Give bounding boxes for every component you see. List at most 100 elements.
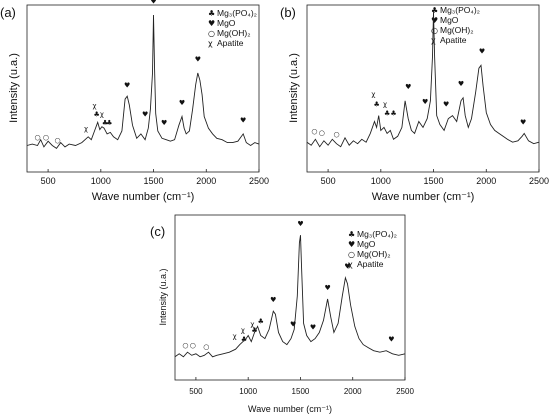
legend-entry-label: MgO bbox=[357, 239, 376, 249]
panel-a: (a) Wave number (cm⁻¹) Intensity (u.a.) … bbox=[0, 0, 269, 203]
x-tick-label: 2500 bbox=[396, 387, 414, 396]
panel-a-peak-markers: ○ ○ ○χχ♣ χ♣♣♥♥♥♥♥♥♥ bbox=[34, 0, 246, 145]
peak-marker: ♥ bbox=[344, 263, 350, 271]
peak-marker: ♣ bbox=[373, 101, 379, 109]
peak-marker: χ bbox=[371, 90, 375, 98]
panel-c-x-axis-title: Wave number (cm⁻¹) bbox=[248, 404, 332, 414]
panel-b: (b) Wave number (cm⁻¹) Intensity (u.a.) … bbox=[280, 0, 549, 203]
peak-marker: χ bbox=[92, 102, 96, 110]
peak-marker: ♥ bbox=[150, 0, 156, 5]
peak-marker: ♣ bbox=[102, 119, 108, 127]
peak-marker: ♥ bbox=[405, 83, 411, 91]
panel-b-frame bbox=[306, 4, 540, 173]
panel-c-y-axis-title: Intensity (u.a.) bbox=[158, 268, 168, 325]
peak-marker: ○ bbox=[203, 343, 209, 351]
panel-c-frame bbox=[174, 214, 406, 381]
peak-marker: ♣ bbox=[390, 110, 396, 118]
legend-symbol: ♥ bbox=[431, 16, 438, 25]
peak-marker: ♥ bbox=[388, 336, 394, 344]
legend-symbol: ○ bbox=[348, 250, 355, 259]
panel-a-x-axis-title: Wave number (cm⁻¹) bbox=[92, 191, 195, 203]
legend-symbol: ♣ bbox=[208, 9, 215, 18]
panel-b-spectrum-line bbox=[306, 11, 540, 148]
peak-marker: ○ bbox=[55, 137, 61, 145]
peak-marker: χ bbox=[233, 333, 237, 341]
peak-marker: ○ bbox=[333, 130, 339, 138]
peak-marker: ♥ bbox=[422, 98, 428, 106]
peak-marker: ♣ bbox=[258, 317, 264, 325]
peak-marker: ♥ bbox=[430, 0, 436, 2]
panel-c-label: (c) bbox=[150, 224, 165, 239]
x-tick-label: 1500 bbox=[424, 176, 444, 186]
x-tick-label: 2000 bbox=[344, 387, 362, 396]
peak-marker: ○ bbox=[190, 342, 196, 350]
legend-entry-label: MgO bbox=[440, 15, 459, 25]
peak-marker: ♥ bbox=[324, 284, 330, 292]
peak-marker: ○ bbox=[182, 342, 188, 350]
peak-marker: χ bbox=[383, 101, 387, 109]
legend-symbol: ♥ bbox=[208, 19, 215, 28]
x-tick-label: 1500 bbox=[292, 387, 310, 396]
panel-a-label: (a) bbox=[0, 5, 16, 20]
peak-marker: ○ bbox=[43, 134, 49, 142]
peak-marker: ♣ bbox=[384, 110, 390, 118]
peak-marker: ○ bbox=[311, 127, 317, 135]
panel-a-legend: ♣ Mg₃(PO₄)₂♥ MgO○ Mg(OH)₂ χ Apatite bbox=[208, 8, 257, 48]
peak-marker: ♥ bbox=[124, 82, 130, 90]
x-tick-label: 500 bbox=[321, 176, 336, 186]
panel-c-x-ticks: 500 1000 1500 2000 2500 bbox=[189, 377, 414, 396]
legend-entry-label: Mg(OH)₂ bbox=[440, 25, 474, 35]
panel-c: (c) Wave number (cm⁻¹) Intensity (u.a.) … bbox=[150, 214, 414, 414]
legend-entry-label: Apatite bbox=[217, 38, 244, 48]
legend-entry-label: MgO bbox=[217, 18, 236, 28]
peak-marker: ♥ bbox=[443, 101, 449, 109]
panel-c-peak-markers: ○ ○ ○χχ♣χ♣♣♥♥♥♥♥♥♥ bbox=[182, 220, 394, 351]
peak-marker: ○ bbox=[319, 129, 325, 137]
x-tick-label: 2500 bbox=[249, 176, 269, 186]
peak-marker: ♣ bbox=[93, 111, 99, 119]
peak-marker: ♥ bbox=[179, 99, 185, 107]
legend-symbol: ○ bbox=[431, 26, 438, 35]
x-tick-label: 1000 bbox=[91, 176, 111, 186]
panel-b-x-axis-title: Wave number (cm⁻¹) bbox=[372, 191, 475, 203]
x-tick-label: 2000 bbox=[476, 176, 496, 186]
peak-marker: ♥ bbox=[161, 119, 167, 127]
x-tick-label: 1000 bbox=[239, 387, 257, 396]
peak-marker: ♥ bbox=[195, 55, 201, 63]
peak-marker: χ bbox=[100, 111, 104, 119]
panel-b-label: (b) bbox=[280, 5, 296, 20]
legend-entry-label: Mg₃(PO₄)₂ bbox=[357, 229, 397, 239]
legend-entry-label: Mg(OH)₂ bbox=[357, 249, 391, 259]
peak-marker: χ bbox=[241, 326, 245, 334]
panel-b-x-ticks: 500 1000 1500 2000 2500 bbox=[321, 169, 549, 186]
legend-symbol: χ bbox=[208, 39, 213, 48]
peak-marker: ♥ bbox=[240, 116, 246, 124]
peak-marker: ♥ bbox=[520, 118, 526, 126]
peak-marker: ♥ bbox=[297, 220, 303, 228]
legend-entry-label: Mg₃(PO₄)₂ bbox=[440, 5, 480, 15]
legend-entry-label: Apatite bbox=[440, 35, 467, 45]
legend-symbol: ♥ bbox=[348, 240, 355, 249]
peak-marker: ♣ bbox=[251, 326, 257, 334]
peak-marker: ○ bbox=[34, 134, 40, 142]
legend-symbol: ♣ bbox=[348, 230, 355, 239]
peak-marker: ♥ bbox=[479, 47, 485, 55]
legend-symbol: χ bbox=[431, 36, 436, 45]
peak-marker: χ bbox=[84, 125, 88, 133]
x-tick-label: 2000 bbox=[196, 176, 216, 186]
legend-symbol: ♣ bbox=[431, 6, 438, 15]
panel-a-frame bbox=[26, 4, 260, 173]
legend-entry-label: Mg(OH)₂ bbox=[217, 28, 251, 38]
x-tick-label: 500 bbox=[189, 387, 203, 396]
peak-marker: ♥ bbox=[310, 323, 316, 331]
peak-marker: ♣ bbox=[106, 119, 112, 127]
x-tick-label: 2500 bbox=[529, 176, 549, 186]
peak-marker: ♥ bbox=[142, 111, 148, 119]
panel-b-peak-markers: ○○○χ♣χ♣♣♥♥♥♥♥♥♥ bbox=[311, 0, 526, 138]
legend-entry-label: Apatite bbox=[357, 259, 384, 269]
peak-marker: χ bbox=[250, 320, 254, 328]
peak-marker: ♥ bbox=[290, 320, 296, 328]
x-tick-label: 500 bbox=[41, 176, 56, 186]
peak-marker: ♥ bbox=[270, 296, 276, 304]
